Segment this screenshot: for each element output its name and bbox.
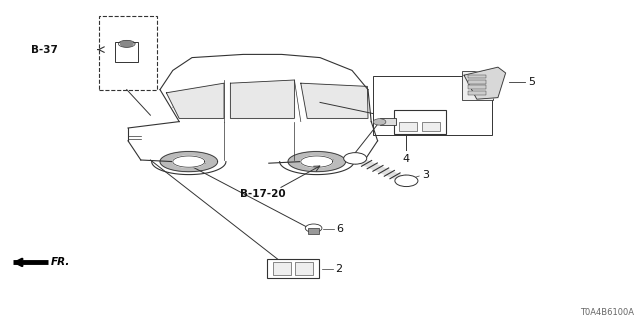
Bar (273, 262, 291, 275)
Circle shape (373, 119, 386, 125)
Bar (308, 228, 319, 234)
Bar (468, 91, 486, 95)
Polygon shape (464, 67, 506, 99)
Text: B-17-20: B-17-20 (240, 188, 285, 199)
Bar (468, 80, 486, 84)
Text: T0A4B6100A: T0A4B6100A (580, 308, 634, 317)
Bar (99, 16, 157, 90)
Bar (380, 118, 396, 125)
Bar (422, 122, 440, 131)
Text: 3: 3 (422, 170, 429, 180)
Text: 2: 2 (335, 264, 342, 274)
Polygon shape (301, 83, 368, 118)
Polygon shape (288, 152, 346, 172)
Text: 5: 5 (528, 76, 535, 87)
Polygon shape (230, 80, 294, 118)
Polygon shape (120, 41, 133, 47)
Text: B-37: B-37 (31, 44, 58, 55)
Circle shape (344, 153, 367, 164)
Text: 6: 6 (336, 224, 343, 234)
Bar (462, 71, 493, 100)
Text: FR.: FR. (51, 257, 70, 268)
Bar (373, 76, 492, 135)
Polygon shape (301, 156, 333, 167)
Polygon shape (166, 83, 224, 118)
Bar (468, 85, 486, 89)
Bar (115, 42, 138, 62)
Polygon shape (160, 152, 218, 172)
Bar (267, 259, 319, 278)
Text: 4: 4 (403, 154, 410, 164)
Bar (394, 110, 446, 134)
Bar (295, 262, 313, 275)
Polygon shape (173, 156, 205, 167)
Circle shape (305, 224, 322, 232)
Bar (399, 122, 417, 131)
Bar (468, 75, 486, 78)
Circle shape (395, 175, 418, 187)
